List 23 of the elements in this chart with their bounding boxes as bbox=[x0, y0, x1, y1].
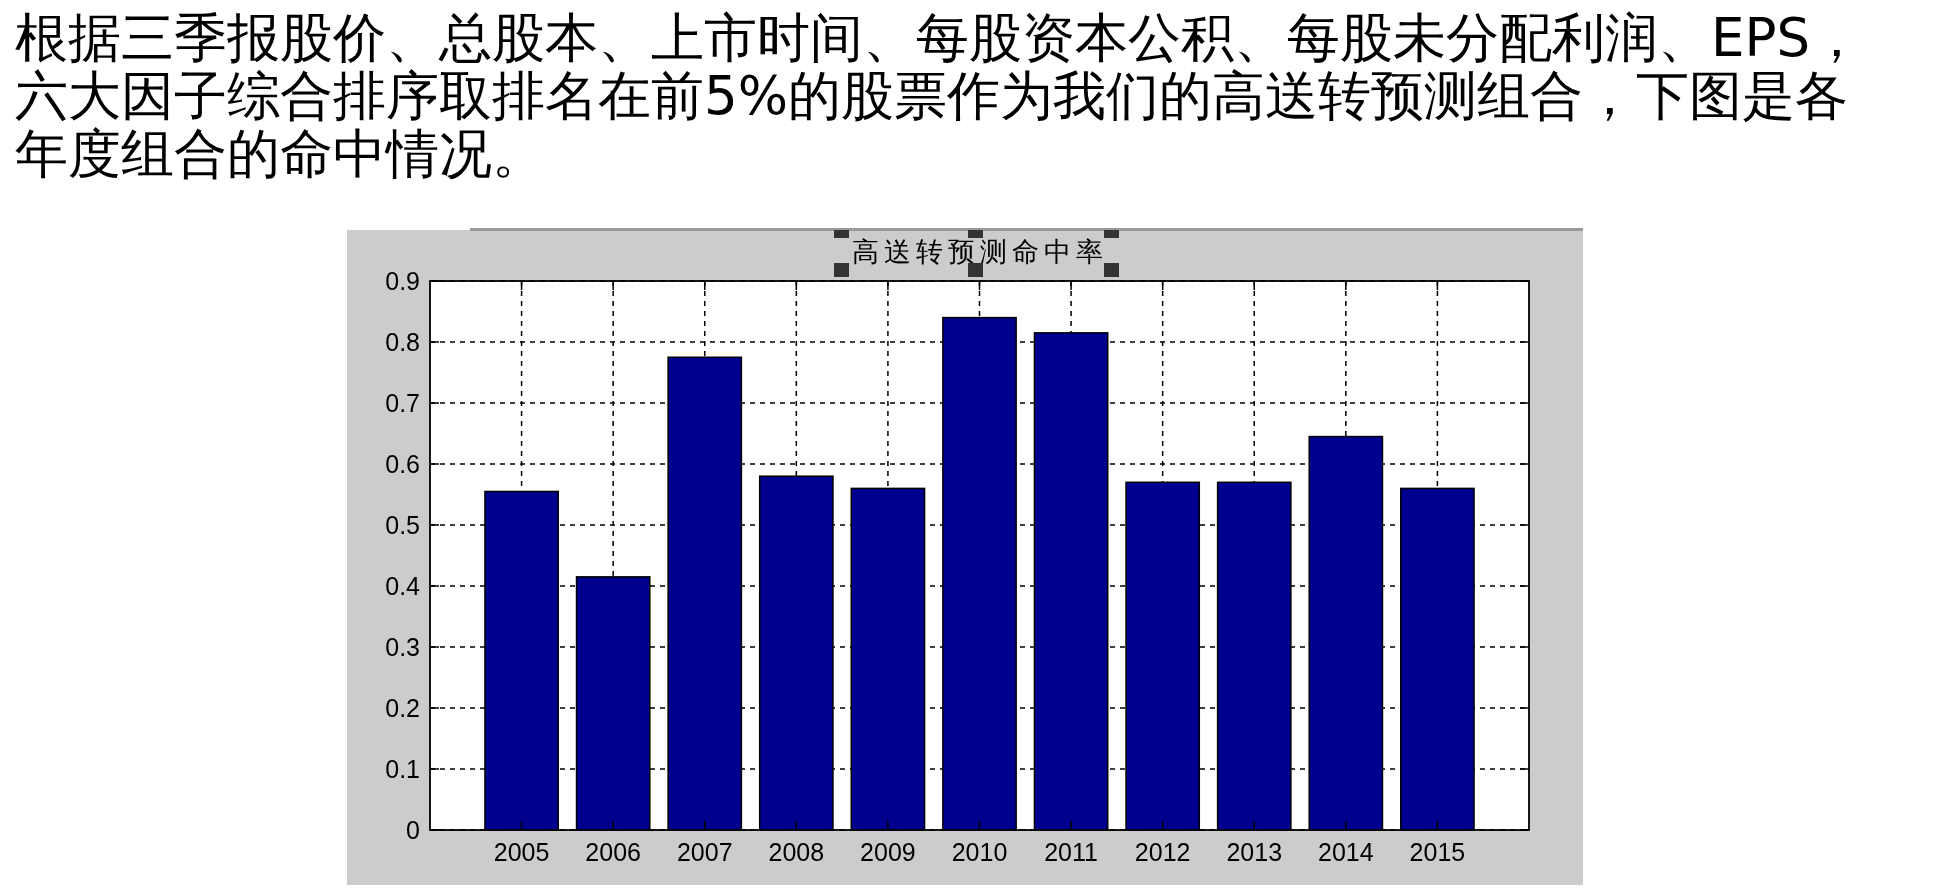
y-tick-label: 0.1 bbox=[385, 755, 420, 783]
x-tick-label: 2005 bbox=[493, 838, 550, 866]
text: 根据三季报股价、总股本、上市时间、每股资本公积、每股未分配利润、EPS，六大因子综合排序取排名在前5%的股票作为我们的高送转预测组合，下图是各年度组合的命中情况。 bbox=[15, 7, 1864, 184]
y-tick-label: 0.8 bbox=[385, 328, 420, 356]
x-tick-label: 2007 bbox=[676, 838, 733, 866]
x-tick-label: 2006 bbox=[585, 838, 641, 866]
x-tick-label: 2011 bbox=[1044, 838, 1098, 866]
x-tick-label: 2013 bbox=[1226, 838, 1283, 866]
chart-title: 高送转预测命中率 bbox=[851, 235, 1108, 267]
x-tick-label: 2015 bbox=[1409, 838, 1466, 866]
x-tick-label: 2012 bbox=[1134, 838, 1191, 866]
y-tick-label: 0.3 bbox=[385, 633, 420, 661]
y-tick-label: 0.6 bbox=[385, 450, 420, 478]
x-tick-label: 2009 bbox=[860, 838, 916, 866]
y-tick-label: 0.2 bbox=[385, 694, 420, 722]
y-tick-label: 0.5 bbox=[385, 511, 420, 539]
y-tick-label: 0.7 bbox=[385, 389, 420, 417]
x-tick-label: 2014 bbox=[1318, 838, 1374, 866]
x-tick-label: 2008 bbox=[768, 838, 825, 866]
y-tick-label: 0.9 bbox=[385, 267, 420, 295]
y-tick-label: 0 bbox=[406, 816, 420, 844]
x-tick-label: 2010 bbox=[951, 838, 1008, 866]
y-tick-label: 0.4 bbox=[385, 572, 421, 600]
